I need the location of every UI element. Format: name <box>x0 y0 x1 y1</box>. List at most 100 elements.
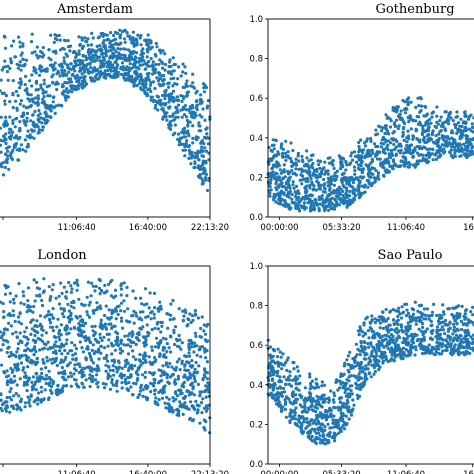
scatter-point <box>52 335 57 339</box>
scatter-point <box>183 401 187 405</box>
scatter-point <box>113 288 118 292</box>
scatter-point <box>155 45 159 49</box>
scatter-point <box>345 178 349 182</box>
scatter-point <box>279 146 283 150</box>
scatter-point <box>394 153 398 157</box>
scatter-point <box>0 164 3 168</box>
scatter-point <box>146 42 151 46</box>
scatter-point <box>61 84 65 88</box>
scatter-point <box>38 64 42 68</box>
scatter-point <box>25 87 29 91</box>
scatter-point <box>19 408 23 412</box>
scatter-point <box>80 372 84 377</box>
scatter-point <box>322 383 327 387</box>
scatter-point <box>15 404 19 408</box>
scatter-point <box>275 178 279 182</box>
scatter-point <box>43 102 47 107</box>
scatter-point <box>7 345 11 349</box>
scatter-point <box>147 355 151 359</box>
scatter-point <box>144 395 148 399</box>
scatter-point <box>277 364 281 368</box>
scatter-point <box>145 385 149 390</box>
scatter-point <box>178 400 182 404</box>
scatter-point <box>304 206 308 210</box>
scatter-point <box>11 309 15 313</box>
x-tick-label: 11:06:40 <box>58 470 96 474</box>
scatter-point <box>113 30 118 34</box>
scatter-point <box>340 160 344 165</box>
scatter-point <box>469 310 473 314</box>
scatter-point <box>174 115 178 119</box>
scatter-point <box>31 113 35 117</box>
scatter-point <box>275 386 280 390</box>
scatter-point <box>138 36 142 40</box>
scatter-point <box>195 371 199 375</box>
scatter-point <box>54 351 58 356</box>
scatter-point <box>153 345 158 349</box>
scatter-point <box>106 68 110 73</box>
scatter-point <box>152 291 157 295</box>
scatter-point <box>192 116 196 120</box>
scatter-point <box>120 381 124 385</box>
scatter-point <box>69 304 73 308</box>
scatter-point <box>129 385 133 389</box>
scatter-point <box>115 384 119 388</box>
scatter-point <box>58 361 63 365</box>
scatter-point <box>131 36 135 40</box>
scatter-point <box>159 51 163 55</box>
scatter-point <box>51 380 56 384</box>
scatter-point <box>438 145 442 149</box>
x-tick-label: 16:40:00 <box>129 470 167 474</box>
scatter-point <box>298 178 302 182</box>
scatter-point <box>88 354 92 358</box>
scatter-point <box>324 418 328 422</box>
scatter-point <box>456 146 460 150</box>
scatter-point <box>303 405 307 409</box>
scatter-point <box>423 140 427 144</box>
scatter-point <box>138 352 142 357</box>
scatter-point <box>315 382 319 386</box>
scatter-point <box>398 351 403 355</box>
scatter-point <box>348 184 352 188</box>
scatter-point <box>30 84 34 88</box>
scatter-point <box>40 51 44 55</box>
scatter-point <box>406 129 410 133</box>
scatter-point <box>9 61 13 65</box>
scatter-point <box>0 336 4 340</box>
scatter-point <box>5 369 9 373</box>
scatter-point <box>149 98 153 102</box>
scatter-point <box>458 143 462 147</box>
scatter-point <box>26 142 30 146</box>
scatter-point <box>129 55 133 59</box>
scatter-point <box>408 143 412 147</box>
scatter-point <box>365 367 369 371</box>
scatter-point <box>188 371 192 375</box>
scatter-point <box>90 325 94 329</box>
scatter-point <box>153 86 157 91</box>
scatter-point <box>314 188 318 192</box>
scatter-point <box>0 330 2 334</box>
scatter-point <box>90 70 94 74</box>
scatter-point <box>294 397 298 401</box>
scatter-point <box>18 63 22 68</box>
scatter-point <box>385 129 390 133</box>
scatter-point <box>427 138 431 142</box>
scatter-point <box>54 296 58 300</box>
scatter-point <box>332 414 336 418</box>
scatter-point <box>116 343 120 347</box>
scatter-point <box>270 158 274 162</box>
scatter-point <box>413 300 417 304</box>
scatter-point <box>370 148 375 152</box>
scatter-point <box>309 381 313 386</box>
scatter-point <box>444 128 448 133</box>
scatter-point <box>201 171 205 175</box>
scatter-point <box>203 178 208 182</box>
scatter-point <box>394 164 398 168</box>
scatter-point <box>424 157 428 161</box>
scatter-point <box>205 188 210 193</box>
scatter-point <box>291 390 295 394</box>
scatter-point <box>91 309 95 313</box>
scatter-point <box>153 306 157 310</box>
scatter-point <box>195 353 199 357</box>
scatter-point <box>387 161 391 165</box>
